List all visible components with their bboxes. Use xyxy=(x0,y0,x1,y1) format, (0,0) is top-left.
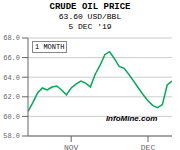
svg-text:64.0: 64.0 xyxy=(8,74,20,82)
svg-text:60.0: 60.0 xyxy=(8,113,20,121)
svg-text:58.0: 58.0 xyxy=(8,132,20,140)
svg-text:NOV: NOV xyxy=(64,143,79,150)
svg-text:DEC: DEC xyxy=(141,143,156,150)
html-text:5 DEC '19: 5 DEC '19 xyxy=(68,22,112,31)
svg-text:66.0: 66.0 xyxy=(8,54,20,62)
html-text:1 MONTH: 1 MONTH xyxy=(35,43,65,51)
svg-text:68.0: 68.0 xyxy=(8,34,20,42)
html-text:CRUDE OIL PRICE: CRUDE OIL PRICE xyxy=(49,2,131,12)
html-text:63.60 USD/BBL: 63.60 USD/BBL xyxy=(58,12,122,21)
html-text:InfoMine.com: InfoMine.com xyxy=(105,114,158,124)
svg-text:62.0: 62.0 xyxy=(8,93,20,101)
